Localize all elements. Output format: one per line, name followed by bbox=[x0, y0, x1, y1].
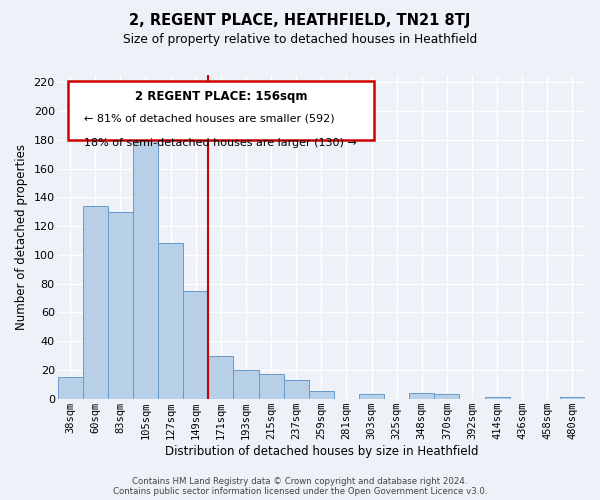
Text: 2 REGENT PLACE: 156sqm: 2 REGENT PLACE: 156sqm bbox=[135, 90, 307, 102]
Bar bbox=[108, 212, 133, 398]
Text: Contains HM Land Registry data © Crown copyright and database right 2024.: Contains HM Land Registry data © Crown c… bbox=[132, 477, 468, 486]
Bar bbox=[309, 392, 334, 398]
Bar bbox=[58, 377, 83, 398]
Bar bbox=[485, 397, 509, 398]
Bar bbox=[158, 244, 183, 398]
FancyBboxPatch shape bbox=[68, 82, 374, 140]
Bar bbox=[560, 397, 585, 398]
Bar bbox=[284, 380, 309, 398]
Text: 2, REGENT PLACE, HEATHFIELD, TN21 8TJ: 2, REGENT PLACE, HEATHFIELD, TN21 8TJ bbox=[130, 12, 470, 28]
Bar bbox=[83, 206, 108, 398]
Bar bbox=[359, 394, 384, 398]
Text: Size of property relative to detached houses in Heathfield: Size of property relative to detached ho… bbox=[123, 34, 477, 46]
Bar bbox=[434, 394, 460, 398]
Bar bbox=[133, 134, 158, 398]
Bar bbox=[233, 370, 259, 398]
Bar bbox=[208, 356, 233, 399]
Text: Contains public sector information licensed under the Open Government Licence v3: Contains public sector information licen… bbox=[113, 487, 487, 496]
Bar bbox=[183, 291, 208, 399]
Text: 18% of semi-detached houses are larger (130) →: 18% of semi-detached houses are larger (… bbox=[84, 138, 357, 148]
Bar bbox=[259, 374, 284, 398]
Text: ← 81% of detached houses are smaller (592): ← 81% of detached houses are smaller (59… bbox=[84, 114, 335, 124]
Y-axis label: Number of detached properties: Number of detached properties bbox=[15, 144, 28, 330]
X-axis label: Distribution of detached houses by size in Heathfield: Distribution of detached houses by size … bbox=[164, 444, 478, 458]
Bar bbox=[409, 393, 434, 398]
